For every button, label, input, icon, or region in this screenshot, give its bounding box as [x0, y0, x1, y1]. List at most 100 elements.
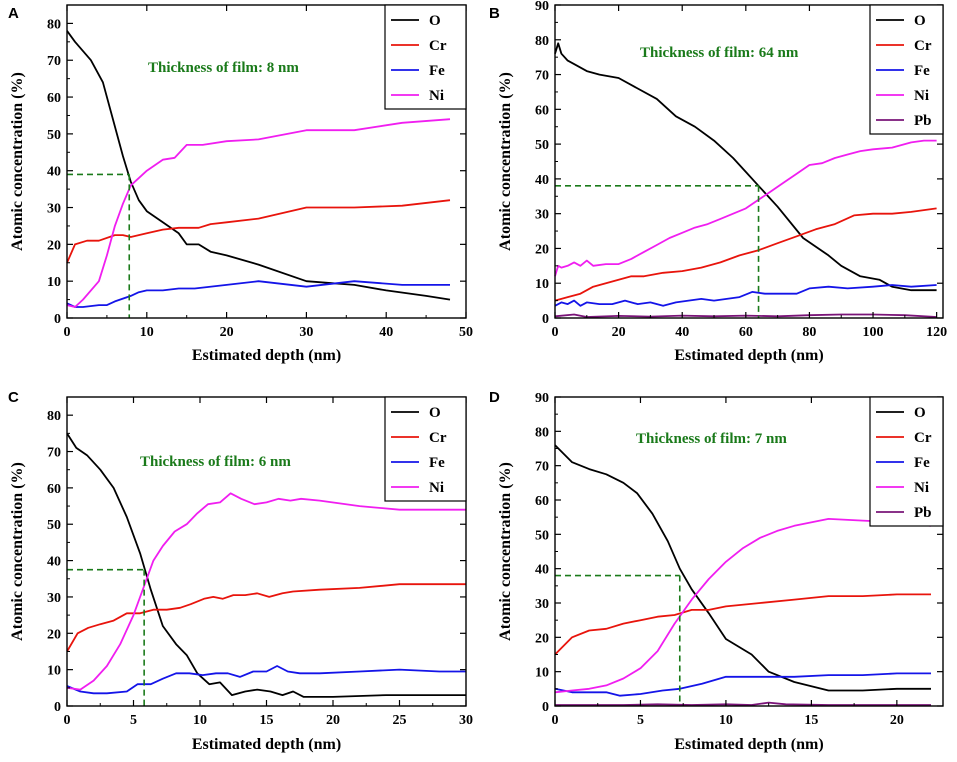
y-tick-label: 10: [535, 666, 549, 681]
y-tick-label: 70: [47, 446, 61, 461]
series-line-pb: [554, 313, 937, 318]
x-tick-label: 25: [393, 713, 407, 728]
y-tick-label: 80: [47, 17, 61, 32]
series-line-fe: [66, 665, 466, 695]
legend-box: [384, 396, 467, 502]
y-axis-label: Atomic concentration (%): [9, 462, 26, 641]
y-tick-label: 50: [535, 138, 549, 153]
panel-letter: D: [489, 389, 500, 406]
y-tick-label: 50: [47, 128, 61, 143]
legend-label-o: O: [914, 13, 926, 29]
panel-a-chart: 0 10 20 30 40 50 0 10 20 30 40 50 60 70 80 Estimated de…: [8, 4, 473, 364]
y-axis-label: Atomic concentration (%): [497, 72, 514, 251]
panel-b-chart: 0 20 40 60 80 100 120 0 10 20 30 40 50 60 70 80 90 Estima…: [489, 0, 947, 364]
series-line-ni: [66, 118, 451, 308]
x-tick-label: 30: [459, 713, 473, 728]
x-tick-label: 50: [459, 325, 473, 340]
y-tick-label: 20: [535, 242, 549, 257]
series-line-cr: [554, 593, 931, 656]
y-tick-label: 40: [47, 555, 61, 570]
x-tick-label: 100: [863, 325, 884, 340]
legend-label-pb: Pb: [914, 505, 932, 521]
y-tick-label: 90: [535, 391, 549, 406]
y-tick-label: 0: [54, 700, 61, 715]
series-line-ni: [66, 492, 466, 691]
legend-label-o: O: [429, 13, 441, 29]
series-line-o: [66, 432, 466, 698]
x-axis-label: Estimated depth (nm): [192, 736, 341, 753]
series-line-cr: [66, 583, 466, 652]
y-tick-label: 40: [535, 173, 549, 188]
legend-label-ni: Ni: [914, 88, 929, 104]
legend-label-cr: Cr: [914, 430, 932, 446]
series-line-ni: [554, 139, 937, 277]
y-tick-label: 50: [47, 518, 61, 533]
series-line-o: [554, 444, 931, 692]
x-tick-label: 0: [552, 713, 559, 728]
legend-label-o: O: [914, 405, 926, 421]
series-line-fe: [554, 672, 931, 697]
x-axis-label: Estimated depth (nm): [192, 347, 341, 364]
y-tick-label: 30: [535, 208, 549, 223]
y-tick-label: 90: [535, 0, 549, 14]
y-tick-label: 0: [54, 312, 61, 327]
legend-label-cr: Cr: [429, 430, 447, 446]
legend-label-fe: Fe: [429, 455, 445, 471]
x-tick-label: 20: [612, 325, 626, 340]
series-line-ni: [554, 518, 932, 694]
y-tick-label: 70: [535, 69, 549, 84]
y-tick-label: 20: [47, 627, 61, 642]
legend-label-ni: Ni: [914, 480, 929, 496]
x-tick-label: 0: [552, 325, 559, 340]
x-tick-label: 5: [130, 713, 137, 728]
y-tick-label: 20: [535, 631, 549, 646]
series-line-cr: [554, 207, 937, 302]
legend-box: [384, 4, 467, 110]
y-axis-label: Atomic concentration (%): [9, 72, 26, 251]
x-tick-label: 40: [675, 325, 689, 340]
x-tick-label: 10: [719, 713, 733, 728]
series-line-fe: [66, 280, 450, 308]
y-tick-label: 80: [535, 34, 549, 49]
legend-label-o: O: [429, 405, 441, 421]
series-line-cr: [66, 199, 451, 264]
x-tick-label: 10: [140, 325, 154, 340]
legend-label-cr: Cr: [429, 38, 447, 54]
thickness-annotation: Thickness of film: 7 nm: [636, 431, 787, 447]
legend-label-pb: Pb: [914, 113, 932, 129]
x-tick-label: 20: [890, 713, 904, 728]
y-tick-label: 80: [535, 425, 549, 440]
thickness-annotation: Thickness of film: 64 nm: [640, 45, 799, 61]
x-tick-label: 5: [637, 713, 644, 728]
y-tick-label: 30: [47, 591, 61, 606]
y-tick-label: 10: [535, 277, 549, 292]
y-axis-label: Atomic concentration (%): [497, 462, 514, 641]
panel-letter: B: [489, 5, 500, 22]
thickness-annotation: Thickness of film: 8 nm: [148, 60, 299, 76]
x-tick-label: 40: [379, 325, 393, 340]
legend-label-cr: Cr: [914, 38, 932, 54]
y-tick-label: 60: [535, 494, 549, 509]
legend-label-fe: Fe: [914, 455, 930, 471]
y-tick-label: 70: [47, 54, 61, 69]
panel-letter: A: [8, 5, 19, 22]
legend-label-ni: Ni: [429, 88, 444, 104]
x-tick-label: 15: [804, 713, 818, 728]
legend-label-fe: Fe: [429, 63, 445, 79]
y-tick-label: 60: [535, 103, 549, 118]
legend-label-ni: Ni: [429, 480, 444, 496]
legend-label-fe: Fe: [914, 63, 930, 79]
panel-c-chart: 0 5 10 15 20 25 30 0 10 20 30 40 50 60 70 80 Estimated d…: [8, 389, 473, 753]
x-tick-label: 15: [260, 713, 274, 728]
y-tick-label: 40: [47, 165, 61, 180]
y-tick-label: 80: [47, 409, 61, 424]
series-line-pb: [555, 701, 931, 706]
y-tick-label: 10: [47, 275, 61, 290]
y-tick-label: 10: [47, 664, 61, 679]
y-tick-label: 40: [535, 563, 549, 578]
y-tick-label: 50: [535, 528, 549, 543]
series-line-fe: [554, 284, 937, 307]
y-tick-label: 0: [542, 700, 549, 715]
panel-d-chart: 0 5 10 15 20 0 10 20 30 40 50 60 70 80 90 Estimated dep…: [489, 389, 944, 753]
